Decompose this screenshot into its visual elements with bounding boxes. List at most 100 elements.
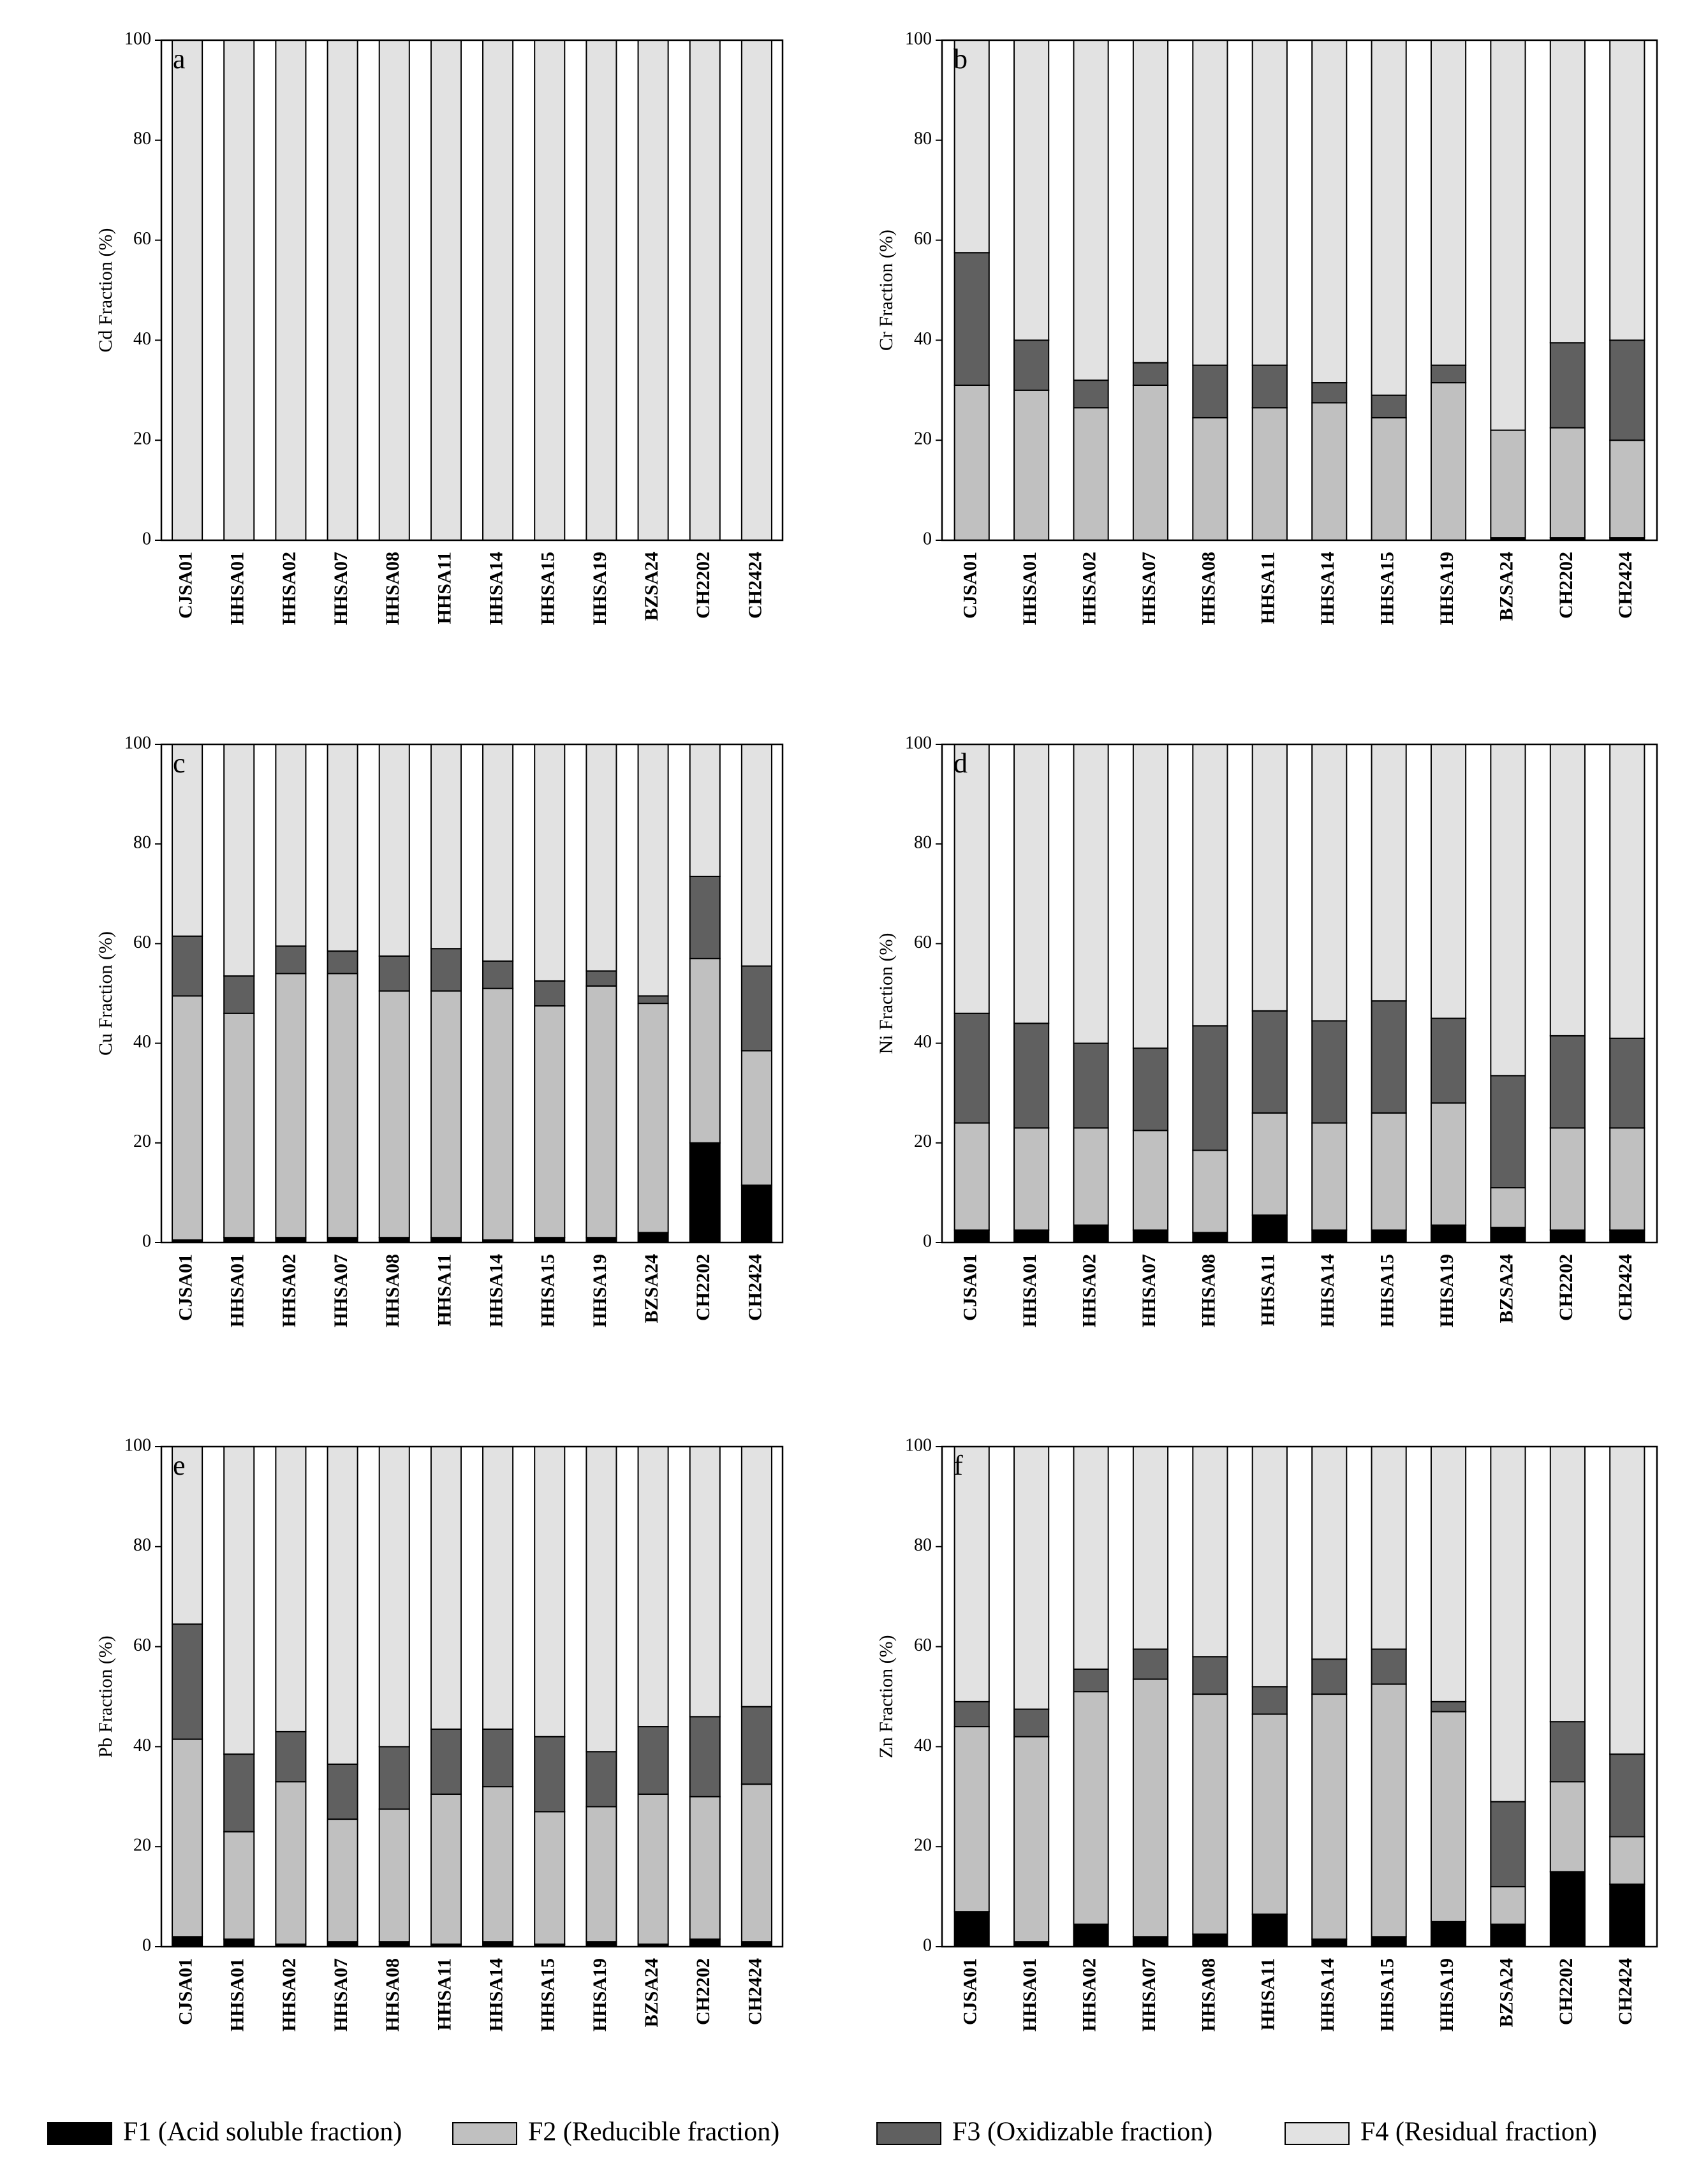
x-tick-label: CH2424	[1615, 1254, 1636, 1321]
legend-label: F1 (Acid soluble fraction)	[123, 2118, 402, 2147]
bar-segment	[275, 40, 307, 541]
bar-segment	[585, 985, 617, 1239]
bar-segment	[378, 990, 410, 1239]
x-tick-label: CJSA01	[175, 1254, 196, 1321]
bar-segment	[1609, 1836, 1645, 1885]
bar-segment	[585, 40, 617, 541]
bar-segment	[1192, 1693, 1228, 1935]
x-tick-label: BZSA24	[1496, 552, 1517, 621]
bar-segment	[534, 40, 566, 541]
x-tick-label: HHSA11	[434, 552, 455, 624]
bar-segment	[327, 1818, 358, 1943]
bar-segment	[637, 744, 669, 997]
bar-segment	[275, 945, 307, 975]
bar-segment	[1311, 1938, 1348, 1947]
bar-segment	[1013, 339, 1050, 391]
bar-segment	[1490, 1923, 1526, 1947]
bar-segment	[585, 1806, 617, 1943]
bar-segment	[953, 1911, 990, 1948]
panel-label: e	[173, 1450, 186, 1481]
y-tick-label: 20	[133, 429, 151, 449]
bar-segment	[534, 1736, 566, 1813]
x-tick-label: HHSA19	[589, 1254, 610, 1327]
y-tick-label: 100	[124, 733, 151, 753]
x-tick-label: HHSA07	[330, 1254, 351, 1327]
plot-frame	[160, 39, 784, 542]
x-tick-label: CH2424	[1615, 552, 1636, 619]
plot-frame	[941, 1445, 1658, 1948]
bar-segment	[1490, 1075, 1526, 1189]
bar-segment	[172, 1738, 203, 1938]
y-tick-label: 0	[923, 529, 932, 549]
bar-segment	[327, 973, 358, 1239]
bar-segment	[1609, 1446, 1645, 1755]
x-tick-label: HHSA08	[382, 1958, 403, 2032]
bar-segment	[1013, 744, 1050, 1024]
y-tick-label: 80	[133, 833, 151, 853]
bar-segment	[1311, 744, 1348, 1022]
bar-segment	[1251, 744, 1288, 1012]
y-tick-label: 0	[923, 1935, 932, 1955]
bar-segment	[953, 1229, 990, 1243]
bar-segment	[1251, 1713, 1288, 1915]
bar-segment	[1013, 1022, 1050, 1129]
bar-segment	[1192, 1656, 1228, 1695]
bar-segment	[585, 1446, 617, 1753]
bar-segment	[740, 1446, 772, 1707]
legend-swatch	[876, 2122, 941, 2145]
bar-segment	[327, 1763, 358, 1820]
bar-segment	[327, 744, 358, 952]
y-tick-label: 0	[142, 1935, 151, 1955]
bar-segment	[1549, 1127, 1586, 1231]
y-tick-label: 40	[914, 1736, 932, 1755]
bar-segment	[534, 1811, 566, 1945]
x-tick-label: CJSA01	[175, 1958, 196, 2025]
bar-segment	[1549, 342, 1586, 429]
x-tick-label: HHSA11	[1258, 1958, 1279, 2030]
bar-segment	[637, 1232, 669, 1244]
y-tick-label: 60	[914, 933, 932, 952]
y-tick-label: 100	[905, 733, 932, 753]
x-tick-label: HHSA14	[485, 1958, 506, 2032]
bar-segment	[1251, 407, 1288, 541]
y-tick-label: 80	[914, 833, 932, 853]
bar-segment	[953, 384, 990, 542]
bar-segment	[1490, 744, 1526, 1077]
bar-segment	[430, 744, 462, 950]
bar-segment	[1132, 362, 1169, 386]
x-tick-label: BZSA24	[641, 1254, 662, 1323]
y-tick-label: 60	[133, 1635, 151, 1655]
x-tick-label: HHSA08	[382, 552, 403, 625]
bar-segment	[1549, 1871, 1586, 1947]
bar-segment	[1073, 1923, 1109, 1947]
y-tick-label: 80	[914, 1535, 932, 1555]
x-tick-label: HHSA19	[1436, 1958, 1457, 2032]
bar-segment	[172, 995, 203, 1241]
bar-segment	[1192, 744, 1228, 1027]
y-tick-label: 60	[133, 933, 151, 952]
bar-segment	[1371, 1229, 1407, 1243]
bar-segment	[1311, 1229, 1348, 1243]
x-tick-label: HHSA08	[1198, 552, 1219, 625]
bar-segment	[275, 1446, 307, 1732]
bar-segment	[1430, 1446, 1467, 1702]
bar-segment	[1371, 1112, 1407, 1231]
bar-segment	[1430, 1102, 1467, 1226]
bar-segment	[223, 975, 255, 1014]
x-tick-label: HHSA11	[1258, 1254, 1279, 1326]
bar-segment	[1132, 1229, 1169, 1243]
x-tick-label: HHSA02	[1079, 1958, 1100, 2032]
bar-segment	[689, 1938, 721, 1947]
bar-segment	[1251, 1214, 1288, 1244]
bar-segment	[223, 1012, 255, 1239]
bar-segment	[740, 40, 772, 541]
bar-segment	[1490, 1885, 1526, 1925]
bar-segment	[585, 970, 617, 987]
legend-label: F4 (Residual fraction)	[1360, 2118, 1597, 2147]
y-tick-label: 40	[914, 329, 932, 349]
bar-segment	[275, 1730, 307, 1783]
x-tick-label: CH2202	[1556, 552, 1577, 619]
bar-segment	[953, 1446, 990, 1702]
bar-segment	[1371, 1936, 1407, 1948]
bar-segment	[1609, 744, 1645, 1039]
